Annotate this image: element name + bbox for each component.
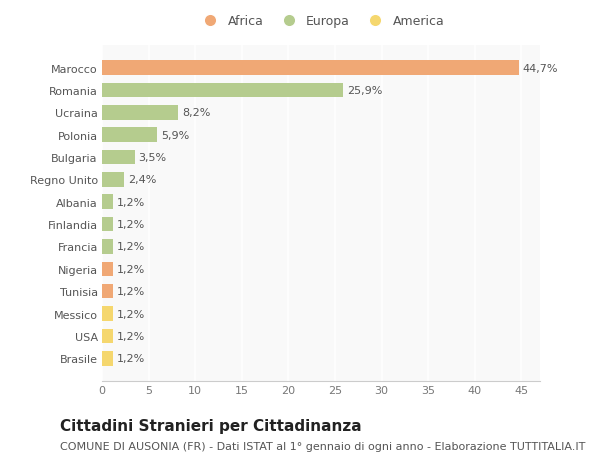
Bar — [102, 84, 343, 98]
Bar — [102, 195, 113, 209]
Text: 1,2%: 1,2% — [117, 331, 145, 341]
Bar — [102, 173, 124, 187]
Text: 1,2%: 1,2% — [117, 264, 145, 274]
Text: 44,7%: 44,7% — [522, 63, 558, 73]
Bar — [102, 128, 157, 143]
Bar — [102, 61, 518, 76]
Text: 1,2%: 1,2% — [117, 309, 145, 319]
Bar — [102, 262, 113, 276]
Bar — [102, 351, 113, 366]
Text: 1,2%: 1,2% — [117, 286, 145, 297]
Text: 3,5%: 3,5% — [139, 153, 166, 162]
Bar — [102, 307, 113, 321]
Text: COMUNE DI AUSONIA (FR) - Dati ISTAT al 1° gennaio di ogni anno - Elaborazione TU: COMUNE DI AUSONIA (FR) - Dati ISTAT al 1… — [60, 441, 586, 451]
Bar — [102, 106, 178, 120]
Bar — [102, 240, 113, 254]
Bar — [102, 218, 113, 232]
Bar — [102, 329, 113, 343]
Bar — [102, 151, 134, 165]
Text: 1,2%: 1,2% — [117, 219, 145, 230]
Text: 25,9%: 25,9% — [347, 86, 382, 95]
Text: 8,2%: 8,2% — [182, 108, 211, 118]
Text: Cittadini Stranieri per Cittadinanza: Cittadini Stranieri per Cittadinanza — [60, 418, 362, 433]
Text: 2,4%: 2,4% — [128, 175, 157, 185]
Legend: Africa, Europa, America: Africa, Europa, America — [198, 15, 444, 28]
Bar — [102, 284, 113, 299]
Text: 1,2%: 1,2% — [117, 242, 145, 252]
Text: 1,2%: 1,2% — [117, 353, 145, 364]
Text: 5,9%: 5,9% — [161, 130, 189, 140]
Text: 1,2%: 1,2% — [117, 197, 145, 207]
